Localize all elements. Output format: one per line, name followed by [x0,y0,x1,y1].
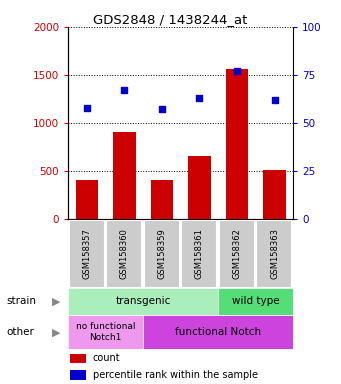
Text: functional Notch: functional Notch [175,327,261,337]
Point [197,95,202,101]
Point [122,87,127,93]
FancyBboxPatch shape [144,220,179,286]
Bar [226,69,248,219]
Point [159,106,165,113]
Bar [71,354,86,363]
FancyBboxPatch shape [69,220,104,286]
Text: GDS2848 / 1438244_at: GDS2848 / 1438244_at [93,13,248,26]
Text: other: other [7,327,35,337]
Point [84,104,90,111]
Bar [68,315,143,349]
Text: count: count [93,353,121,363]
Text: no functional
Notch1: no functional Notch1 [76,323,135,342]
Text: percentile rank within the sample: percentile rank within the sample [93,370,258,380]
FancyBboxPatch shape [181,220,216,286]
Text: GSM158359: GSM158359 [158,228,166,279]
Bar [143,315,293,349]
Text: strain: strain [7,296,37,306]
Bar [71,370,86,380]
Text: wild type: wild type [232,296,280,306]
Point [234,68,240,74]
Bar [113,132,136,219]
Bar [68,288,218,315]
Bar [76,180,98,219]
FancyBboxPatch shape [106,220,141,286]
FancyBboxPatch shape [256,220,291,286]
Text: transgenic: transgenic [116,296,171,306]
Bar [218,288,293,315]
Text: GSM158363: GSM158363 [270,228,279,279]
FancyBboxPatch shape [219,220,254,286]
Bar [151,180,173,219]
Text: GSM158361: GSM158361 [195,228,204,279]
Text: GSM158360: GSM158360 [120,228,129,279]
Bar [188,157,211,219]
Text: GSM158357: GSM158357 [83,228,91,279]
Bar [263,170,286,219]
Text: GSM158362: GSM158362 [233,228,241,279]
Point [272,97,277,103]
Text: ▶: ▶ [52,296,60,306]
Text: ▶: ▶ [52,327,60,337]
